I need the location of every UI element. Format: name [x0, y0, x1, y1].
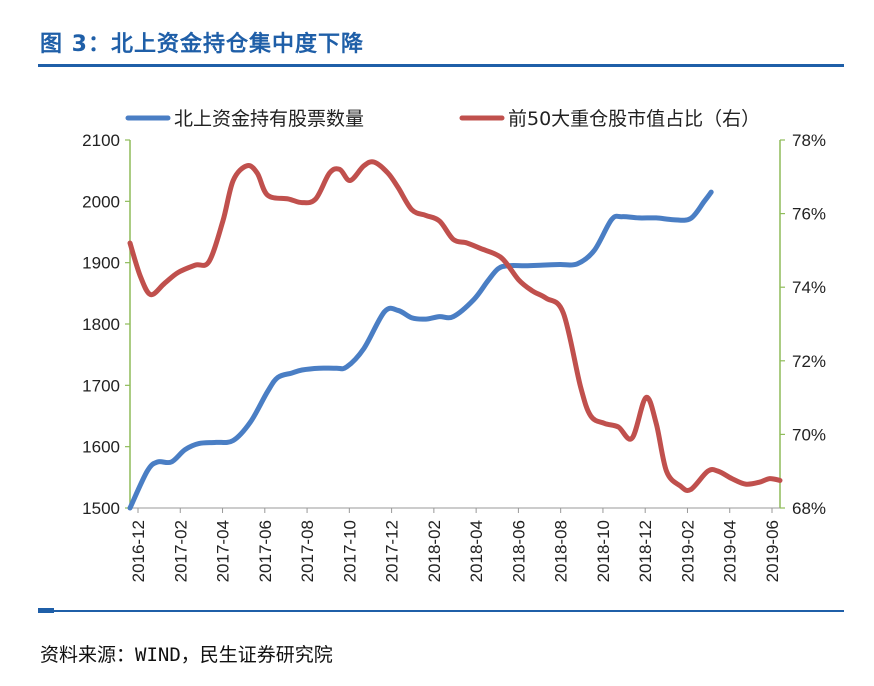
y-left-tick-label: 1700 — [82, 376, 120, 395]
x-tick-label: 2017-02 — [171, 520, 190, 582]
y-left-tick-label: 2000 — [82, 192, 120, 211]
chart-axes: 2100 2000 1900 1800 1700 1600 1500 78% 76% 74% 72%… — [82, 131, 826, 582]
x-tick-label: 2017-06 — [256, 520, 275, 582]
footer-divider — [38, 610, 844, 612]
x-tick-label: 2017-08 — [298, 520, 317, 582]
y-left-tick-label: 2100 — [82, 131, 120, 150]
series-holdings-line — [127, 189, 714, 511]
y-right-tick-label: 70% — [792, 425, 826, 444]
x-tick-label: 2017-12 — [383, 520, 402, 582]
y-left-tick-label: 1500 — [82, 499, 120, 518]
y-right-tick-label: 78% — [792, 131, 826, 150]
x-tick-label: 2018-12 — [636, 520, 655, 582]
x-tick-label: 2017-04 — [214, 520, 233, 582]
x-tick-label: 2018-04 — [467, 520, 486, 582]
line-chart: 2100 2000 1900 1800 1700 1600 1500 78% 76% 74% 72%… — [82, 108, 826, 582]
y-right-tick-label: 76% — [792, 205, 826, 224]
series-top50-share-line — [127, 159, 783, 493]
x-tick-label: 2019-04 — [721, 520, 740, 582]
legend-label-1: 北上资金持有股票数量 — [174, 108, 364, 130]
x-tick-label: 2018-10 — [594, 520, 613, 582]
y-right-tick-label: 74% — [792, 278, 826, 297]
x-tick-label: 2017-10 — [340, 520, 359, 582]
chart-legend: 北上资金持有股票数量 前50大重仓股市值占比（右） — [125, 108, 760, 130]
x-tick-label: 2018-06 — [509, 520, 528, 582]
x-tick-label: 2019-02 — [678, 520, 697, 582]
chart-lines — [127, 159, 783, 511]
y-left-tick-label: 1600 — [82, 438, 120, 457]
y-right-tick-label: 72% — [792, 352, 826, 371]
legend-label-2: 前50大重仓股市值占比（右） — [508, 108, 760, 130]
x-tick-label: 2018-02 — [425, 520, 444, 582]
x-tick-label: 2019-06 — [763, 520, 782, 582]
x-tick-label: 2018-08 — [552, 520, 571, 582]
title-divider — [38, 64, 844, 67]
y-left-tick-label: 1900 — [82, 254, 120, 273]
figure-title: 图 3：北上资金持仓集中度下降 — [40, 32, 364, 57]
x-tick-label: 2016-12 — [129, 520, 148, 582]
y-right-tick-label: 68% — [792, 499, 826, 518]
y-left-tick-label: 1800 — [82, 315, 120, 334]
source-note: 资料来源：WIND，民生证券研究院 — [40, 644, 333, 666]
